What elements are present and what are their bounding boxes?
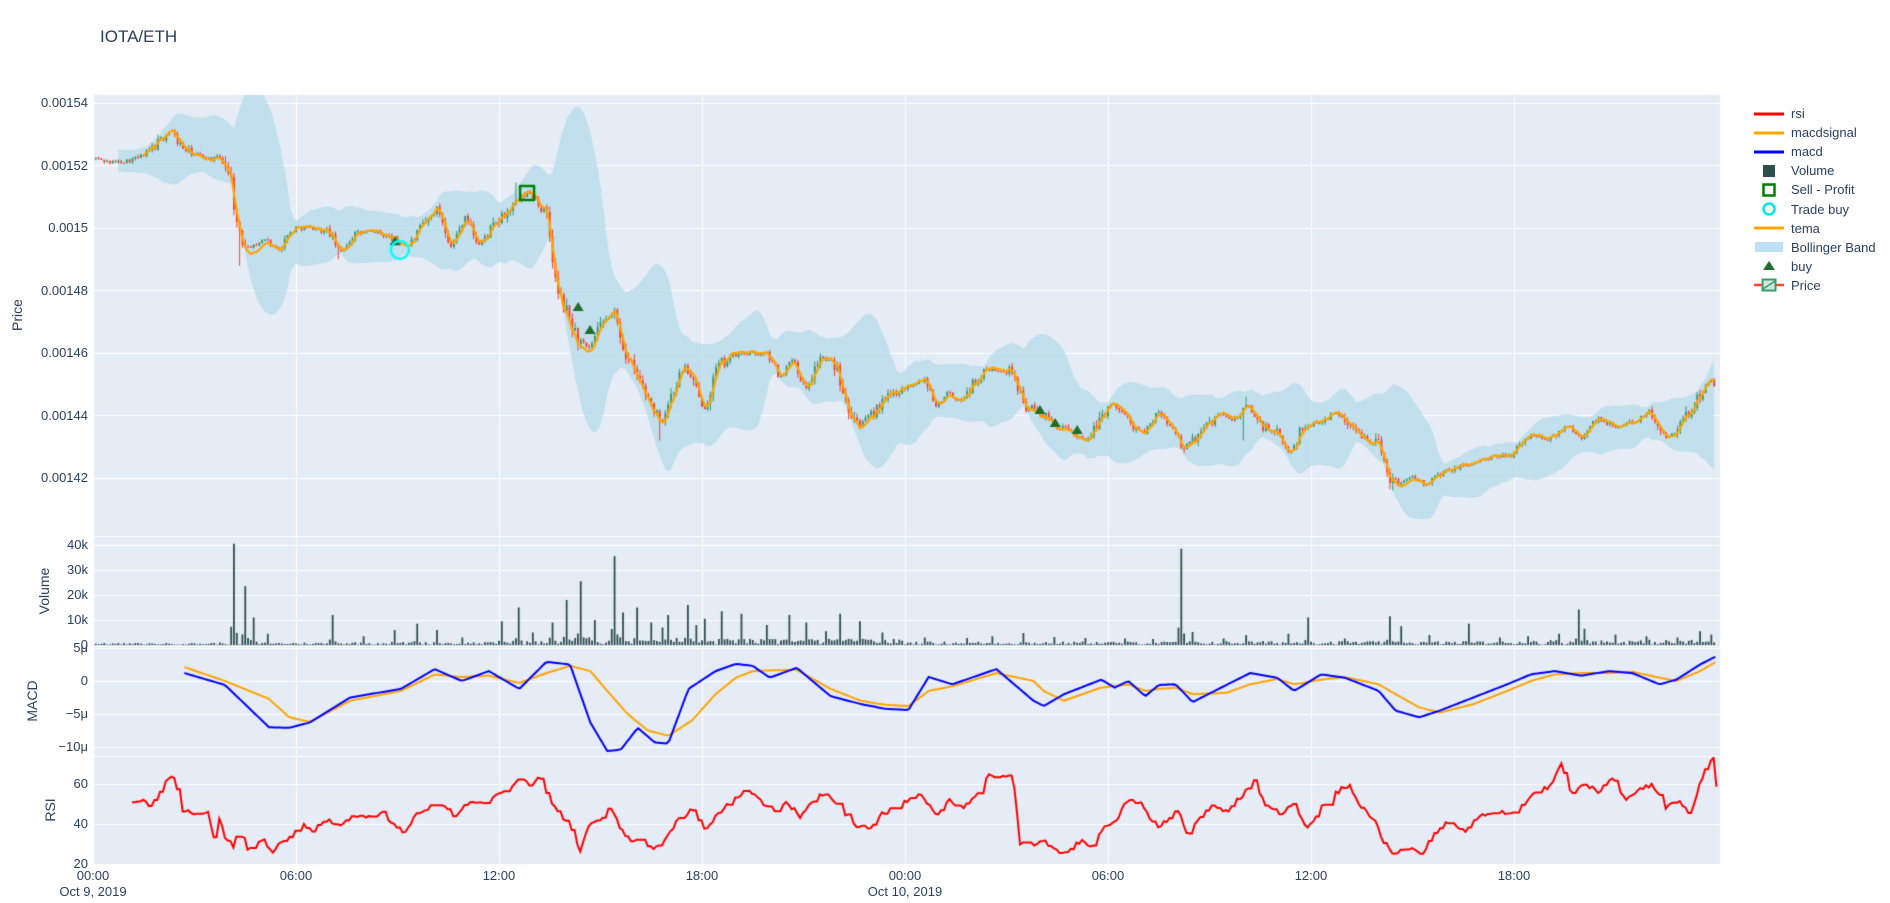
legend-item-bollinger-band[interactable]: Bollinger Band	[1752, 240, 1876, 255]
price-tick-label: 0.00152	[41, 157, 88, 173]
price-tick-label: 0.0015	[48, 220, 88, 235]
legend-item-macdsignal[interactable]: macdsignal	[1752, 125, 1857, 140]
legend-item-rsi[interactable]: rsi	[1752, 106, 1805, 121]
legend-item-trade-buy[interactable]: Trade buy	[1752, 202, 1849, 217]
legend-label: Price	[1791, 277, 1821, 293]
rsi-tick-label: 20	[73, 856, 88, 871]
macd-tick-label: −10μ	[58, 739, 88, 754]
x-tick-label: 18:00	[1497, 868, 1531, 883]
price-tick-label: 0.00142	[41, 470, 88, 485]
rsi-tick-label: 60	[73, 776, 88, 791]
legend-item-volume[interactable]: Volume	[1752, 163, 1834, 178]
legend-label: Sell - Profit	[1791, 182, 1855, 198]
square-swatch-icon	[1752, 164, 1786, 178]
circle-outline-swatch-icon	[1752, 202, 1786, 216]
legend-label: tema	[1791, 220, 1820, 236]
legend-label: macd	[1791, 144, 1823, 160]
line-swatch-icon	[1752, 126, 1786, 140]
x-tick-label: 12:00	[1294, 868, 1328, 883]
legend-item-macd[interactable]: macd	[1752, 144, 1823, 159]
line-swatch-icon	[1752, 145, 1786, 159]
legend-label: macdsignal	[1791, 125, 1857, 141]
price-tick-label: 0.00146	[41, 345, 88, 360]
square-outline-swatch-icon	[1752, 183, 1786, 197]
macd-tick-label: 0	[80, 673, 88, 688]
x-date-label: Oct 9, 2019	[59, 884, 127, 899]
volume-tick-label: 30k	[67, 562, 88, 577]
price-tick-label: 0.00154	[41, 95, 88, 110]
legend-item-sell-profit[interactable]: Sell - Profit	[1752, 182, 1855, 197]
line-swatch-icon	[1752, 107, 1786, 121]
triangle-swatch-icon	[1752, 259, 1786, 273]
legend-label: Bollinger Band	[1791, 239, 1876, 255]
x-tick-label: 00:00	[76, 868, 110, 883]
candle-swatch-icon	[1752, 278, 1786, 292]
x-tick-label: 18:00	[685, 868, 719, 883]
price-tick-label: 0.00144	[41, 407, 88, 423]
macd-axis-title: MACD	[24, 680, 40, 722]
volume-tick-label: 40k	[67, 537, 88, 552]
rsi-tick-label: 40	[73, 816, 88, 831]
volume-tick-label: 20k	[67, 587, 88, 602]
band-swatch-icon	[1752, 240, 1786, 254]
macd-tick-label: −5μ	[65, 706, 88, 721]
volume-zero-tick-label: 0	[80, 637, 88, 652]
x-tick-label: 06:00	[279, 868, 313, 883]
volume-tick-label: 10k	[67, 612, 88, 627]
legend-item-tema[interactable]: tema	[1752, 221, 1820, 236]
legend-label: rsi	[1791, 106, 1805, 121]
x-tick-label: 00:00	[888, 868, 922, 883]
legend-item-price[interactable]: Price	[1752, 278, 1821, 293]
macd-tick-label: 5μ	[73, 640, 88, 655]
legend-item-buy[interactable]: buy	[1752, 259, 1812, 274]
x-tick-label: 12:00	[482, 868, 516, 883]
x-tick-label: 06:00	[1091, 868, 1125, 883]
legend-label: buy	[1791, 258, 1812, 274]
x-date-label: Oct 10, 2019	[867, 884, 943, 899]
legend-label: Volume	[1791, 163, 1835, 179]
legend-label: Trade buy	[1791, 201, 1850, 217]
price-tick-label: 0.00148	[41, 282, 88, 298]
line-swatch-icon	[1752, 221, 1786, 235]
page-title: IOTA/ETH	[100, 27, 178, 46]
